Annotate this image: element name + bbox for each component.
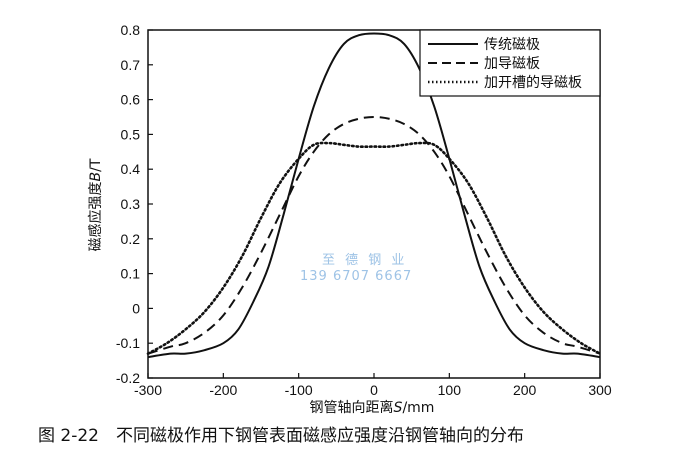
y-tick-label: -0.1 [116,335,140,351]
x-tick-label: 100 [438,382,462,398]
legend-label-solid: 传统磁极 [484,37,540,53]
series-line-dotted [146,141,602,355]
x-tick-label: 300 [588,382,612,398]
y-tick-label: 0.5 [121,126,141,142]
x-tick-label: -100 [285,382,313,398]
x-axis-label: 钢管轴向距离S/mm [310,399,435,416]
x-tick-label: -300 [134,382,162,398]
watermark-line1: 至 德 钢 业 [322,253,407,268]
y-tick-label: 0.8 [121,22,141,38]
x-tick-label: -200 [209,382,237,398]
y-tick-label: 0.7 [121,57,141,73]
y-tick-label: -0.2 [116,370,140,386]
y-tick-label: 0 [132,300,140,316]
x-tick-label: 0 [370,382,378,398]
y-tick-label: 0.2 [121,231,141,247]
legend-label-dashed: 加导磁板 [484,56,540,72]
x-tick-label: 200 [513,382,537,398]
legend-label-dotted: 加开槽的导磁板 [484,75,582,91]
y-tick-label: 0.3 [121,196,141,212]
series-line-solid [147,32,601,359]
series-line-dashed [147,115,601,355]
watermark-line2: 139 6707 6667 [300,269,412,284]
legend: 传统磁极 加导磁板 加开槽的导磁板 [419,29,601,97]
y-tick-label: 0.6 [121,92,141,108]
y-tick-label: 0.1 [121,266,141,282]
figure-caption: 图 2-22 不同磁极作用下钢管表面磁感应强度沿钢管轴向的分布 [38,426,524,446]
y-tick-label: 0.4 [121,161,141,177]
y-axis-label: 磁感应强度B/T [87,158,104,251]
